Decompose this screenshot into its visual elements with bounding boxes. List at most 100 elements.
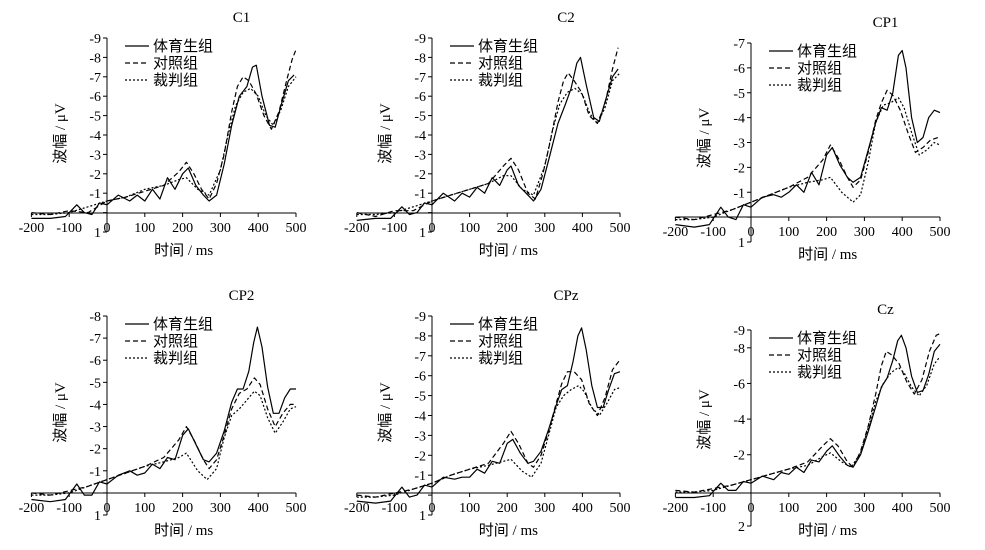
x-tick-label: 500 [930, 225, 951, 240]
series-line-solid [356, 327, 621, 504]
y-tick-label: -9 [414, 32, 426, 47]
x-tick-label: 400 [892, 225, 913, 240]
legend-label: 对照组 [153, 55, 198, 72]
x-tick-label: 500 [286, 221, 307, 236]
y-tick-label: -6 [733, 377, 745, 392]
legend-label: 对照组 [153, 333, 198, 350]
y-tick-label: -5 [89, 376, 101, 391]
chart-title: CP2 [229, 288, 255, 304]
y-axis-label: 波幅 / μV [377, 382, 394, 443]
x-tick-label: 300 [534, 221, 555, 236]
series-line-dotted [675, 356, 941, 493]
x-tick-label: -200 [19, 501, 45, 516]
y-tick-label: -5 [733, 87, 745, 102]
y-tick-label: 1 [94, 509, 101, 524]
y-axis-label: 波幅 / μV [377, 103, 394, 164]
series-line-solid [356, 56, 619, 221]
y-tick-label: -5 [414, 110, 426, 125]
y-tick-label: -1 [733, 186, 745, 201]
legend-label: 体育生组 [153, 38, 213, 55]
x-tick-label: 100 [459, 221, 480, 236]
series-line-solid [675, 49, 941, 228]
x-tick-label: 100 [778, 501, 799, 516]
x-tick-label: 100 [778, 225, 799, 240]
series-line-dotted [675, 97, 941, 221]
x-tick-label: 400 [572, 221, 593, 236]
series-line-solid [675, 334, 941, 499]
y-tick-label: -1 [89, 187, 101, 202]
x-tick-label: 0 [104, 501, 111, 516]
y-axis-label: 波幅 / μV [696, 108, 713, 169]
x-tick-label: 300 [210, 221, 231, 236]
y-tick-label: -4 [414, 129, 426, 144]
x-axis-label: 时间 / ms [479, 522, 538, 539]
x-tick-label: -200 [344, 501, 370, 516]
y-tick-label: -4 [89, 129, 101, 144]
y-tick-label: 1 [419, 226, 426, 241]
y-tick-label: -2 [414, 168, 426, 183]
y-tick-label: 1 [94, 226, 101, 241]
x-tick-label: 500 [610, 221, 631, 236]
series-line-dashed [31, 377, 296, 496]
y-tick-label: -5 [414, 390, 426, 405]
y-tick-label: -5 [89, 110, 101, 125]
series-line-dashed [356, 47, 619, 218]
x-tick-label: 300 [854, 225, 875, 240]
x-tick-label: 500 [610, 501, 631, 516]
legend-label: 裁判组 [797, 364, 842, 381]
x-tick-label: 0 [748, 225, 755, 240]
x-tick-label: 200 [172, 221, 193, 236]
y-tick-label: -7 [89, 332, 101, 347]
legend-label: 裁判组 [153, 72, 198, 89]
x-tick-label: 0 [104, 221, 111, 236]
x-tick-label: -200 [663, 225, 689, 240]
x-tick-label: -100 [56, 501, 82, 516]
y-tick-label: -3 [414, 148, 426, 163]
y-axis-label: 波幅 / μV [696, 389, 713, 450]
y-tick-label: -2 [89, 168, 101, 183]
legend-label: 对照组 [797, 347, 842, 364]
series-line-solid [31, 64, 295, 219]
y-tick-label: -7 [89, 71, 101, 86]
y-tick-label: -2 [733, 449, 745, 464]
x-tick-label: -100 [700, 225, 726, 240]
legend-label: 体育生组 [797, 43, 857, 60]
x-tick-label: 200 [172, 501, 193, 516]
x-axis-label: 时间 / ms [798, 246, 857, 263]
x-tick-label: 500 [930, 501, 951, 516]
x-tick-label: 0 [429, 501, 436, 516]
y-tick-label: -8 [89, 310, 101, 325]
x-tick-label: 200 [497, 221, 518, 236]
legend-label: 裁判组 [478, 72, 523, 89]
y-tick-label: -2 [733, 161, 745, 176]
chart-title: C1 [233, 10, 251, 26]
y-axis-label: 波幅 / μV [52, 382, 69, 443]
y-tick-label: -3 [733, 137, 745, 152]
x-tick-label: 400 [892, 501, 913, 516]
x-tick-label: 300 [534, 501, 555, 516]
legend-label: 裁判组 [153, 350, 198, 367]
y-tick-label: -2 [414, 449, 426, 464]
series-line-dashed [356, 359, 621, 498]
x-tick-label: 400 [572, 501, 593, 516]
x-tick-label: -100 [700, 501, 726, 516]
series-line-dotted [31, 390, 297, 496]
panel-cpz: CPz 1 -1 -2 -3 -4 -5 -6 -7 -8 -9 -200 -100 0 100 200 300… [344, 288, 631, 539]
x-axis-label: 时间 / ms [798, 522, 857, 539]
x-tick-label: -100 [382, 221, 408, 236]
legend-label: 对照组 [797, 60, 842, 77]
series-line-dashed [675, 89, 939, 221]
series-line-dotted [356, 385, 621, 498]
y-tick-label: -6 [414, 370, 426, 385]
x-tick-label: -200 [344, 221, 370, 236]
y-tick-label: -4 [733, 413, 745, 428]
legend-label: 体育生组 [478, 38, 538, 55]
y-tick-label: -1 [414, 469, 426, 484]
series-line-dotted [31, 76, 297, 216]
y-tick-label: -4 [89, 398, 101, 413]
x-axis-label: 时间 / ms [154, 242, 213, 259]
chart-title: CPz [553, 288, 578, 304]
y-tick-label: 1 [419, 509, 426, 524]
chart-title: C2 [557, 10, 575, 26]
x-tick-label: -100 [382, 501, 408, 516]
